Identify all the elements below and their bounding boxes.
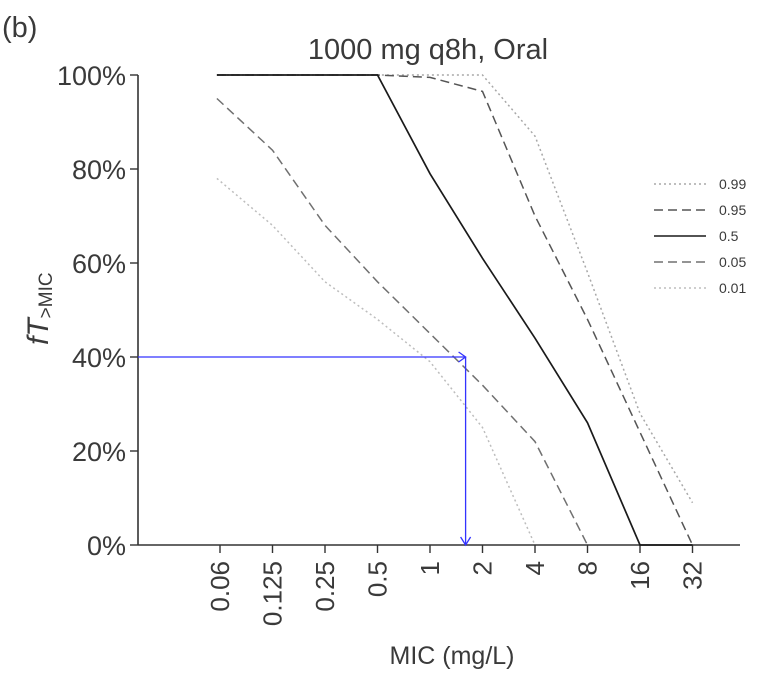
legend-label-0-99: 0.99 [719,176,746,192]
series-layer [216,74,694,546]
axes [137,75,740,546]
x-tick-label: 2 [468,561,498,575]
legend-label-0-95: 0.95 [719,202,746,218]
legend: 0.99 0.95 0.5 0.05 0.01 [654,176,746,296]
legend-label-0-5: 0.5 [719,228,739,244]
panel-label: (b) [2,12,37,44]
x-tick-label: 4 [520,561,550,575]
y-tick-label: 20% [72,437,126,467]
x-tick-label: 32 [678,561,708,590]
y-tick-label: 100% [57,61,126,91]
y-axis-label-main: fT [22,316,55,345]
y-axis-ticks: 0% 20% 40% 60% 80% 100% [57,61,138,561]
x-tick-label: 8 [573,561,603,575]
legend-label-0-05: 0.05 [719,254,746,270]
x-tick-label: 0.06 [205,561,235,612]
series-line-0-05 [216,97,589,546]
x-tick-label: 0.5 [363,561,393,597]
x-tick-label: 0.25 [310,561,340,612]
x-tick-label: 16 [625,561,655,590]
series-line-0-99 [216,74,694,504]
y-tick-label: 0% [87,531,126,561]
series-line-0-95 [216,74,694,546]
y-tick-label: 60% [72,249,126,279]
y-tick-label: 40% [72,343,126,373]
chart-title: 1000 mg q8h, Oral [308,34,548,66]
y-axis-label: fT>MIC [22,272,57,345]
annotation-layer [138,351,472,547]
x-axis-label: MIC (mg/L) [390,642,515,670]
x-axis-ticks: 0.06 0.125 0.25 0.5 1 2 4 8 16 32 [205,545,708,626]
y-tick-label: 80% [72,155,126,185]
x-tick-label: 0.125 [258,561,288,626]
series-line-0-01 [216,177,536,546]
series-line-0-5 [216,74,693,546]
x-tick-label: 1 [415,561,445,575]
annotation-arrowhead-down [460,536,472,547]
y-axis-label-subscript: >MIC [36,272,57,318]
legend-label-0-01: 0.01 [719,280,746,296]
